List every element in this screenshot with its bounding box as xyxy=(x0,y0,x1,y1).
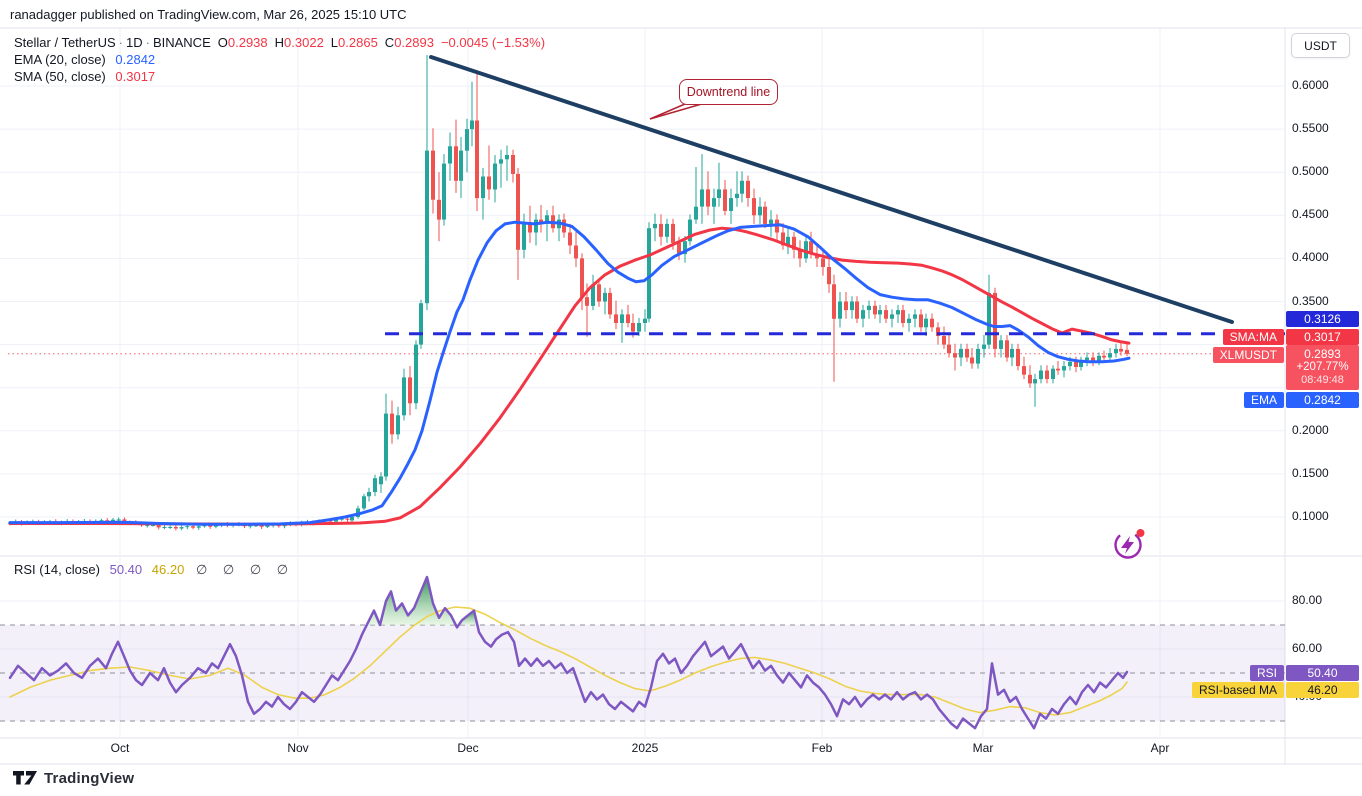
open-value: 0.2938 xyxy=(227,35,268,50)
tradingview-logo[interactable]: TradingView xyxy=(12,769,134,787)
rsi-tick-80.00: 80.00 xyxy=(1292,593,1323,607)
rsi-empty-series-icons: ∅ ∅ ∅ ∅ xyxy=(195,562,295,577)
price-tick-0.5000: 0.5000 xyxy=(1292,164,1329,179)
price-tick-0.3500: 0.3500 xyxy=(1292,293,1329,308)
high-label: H xyxy=(274,35,285,50)
ema-axis-value: 0.2842 xyxy=(1286,392,1359,408)
interval-label: 1D xyxy=(125,35,143,50)
candlesticks xyxy=(8,55,1129,531)
rsi-ma-axis-value: 46.20 xyxy=(1286,682,1359,698)
last-price-axis-label: 0.2893 +207.77% 08:49:48 xyxy=(1286,345,1359,390)
attribution-text: ranadagger published on TradingView.com,… xyxy=(10,7,407,22)
tradingview-logo-icon xyxy=(13,771,37,785)
low-value: 0.2865 xyxy=(338,35,378,50)
time-axis-Mar: Mar xyxy=(972,741,994,755)
resistance-level-label: 0.3126 xyxy=(1286,311,1359,327)
separator-dot: · xyxy=(118,35,123,50)
time-axis-Apr: Apr xyxy=(1150,741,1170,755)
sma-axis-value: 0.3017 xyxy=(1286,329,1359,345)
close-label: C xyxy=(384,35,395,50)
low-label: L xyxy=(330,35,339,50)
close-value: 0.2893 xyxy=(394,35,434,50)
exchange-label: BINANCE xyxy=(152,35,211,50)
ema-axis-tag: EMA xyxy=(1243,392,1284,408)
currency-toggle-button[interactable]: USDT xyxy=(1291,33,1350,58)
rsi-axis-tag: RSI xyxy=(1249,665,1284,681)
rsi-legend: RSI (14, close) 50.40 46.20 ∅ ∅ ∅ ∅ xyxy=(14,562,294,578)
change-value: −0.0045 (−1.53%) xyxy=(440,35,546,50)
live-data-badge[interactable] xyxy=(1111,528,1146,563)
price-tick-0.2000: 0.2000 xyxy=(1292,422,1329,437)
ema-indicator-value: 0.2842 xyxy=(115,52,156,67)
high-value: 0.3022 xyxy=(284,35,324,50)
sma-axis-tag: SMA:MA xyxy=(1222,329,1284,345)
rsi-indicator-label: RSI (14, close) xyxy=(14,562,100,577)
rsi-tick-60.00: 60.00 xyxy=(1292,641,1323,655)
ema-row: EMA (20, close) 0.2842 xyxy=(14,51,545,68)
open-label: O xyxy=(217,35,228,50)
time-axis-Feb: Feb xyxy=(811,741,833,755)
symbol-row: Stellar / TetherUS · 1D · BINANCE O0.2938 H0.3… xyxy=(14,34,545,51)
rsi-indicator-value: 50.40 xyxy=(109,562,143,577)
price-tick-0.4500: 0.4500 xyxy=(1292,207,1329,222)
symbol-axis-tag: XLMUSDT xyxy=(1212,347,1284,363)
symbol-name: Stellar / TetherUS xyxy=(14,35,116,50)
bar-countdown: 08:49:48 xyxy=(1301,374,1344,386)
sma-row: SMA (50, close) 0.3017 xyxy=(14,68,545,85)
separator-dot: · xyxy=(145,35,150,50)
tradingview-logo-text: TradingView xyxy=(44,769,135,787)
last-price-value: 0.2893 xyxy=(1304,347,1341,361)
rsi-ma-indicator-value: 46.20 xyxy=(151,562,185,577)
price-tick-0.5500: 0.5500 xyxy=(1292,121,1329,136)
price-tick-0.4000: 0.4000 xyxy=(1292,250,1329,265)
sma-indicator-label: SMA (50, close) xyxy=(14,69,106,84)
time-axis-Nov: Nov xyxy=(287,741,309,755)
ema-indicator-label: EMA (20, close) xyxy=(14,52,106,67)
time-axis-2025: 2025 xyxy=(631,741,659,755)
last-price-change: +207.77% xyxy=(1296,361,1349,373)
downtrend-annotation[interactable]: Downtrend line xyxy=(679,79,778,105)
time-axis-Dec: Dec xyxy=(457,741,479,755)
price-tick-0.6000: 0.6000 xyxy=(1292,78,1329,92)
sma-indicator-value: 0.3017 xyxy=(115,69,156,84)
rsi-ma-axis-tag: RSI-based MA xyxy=(1191,682,1284,698)
price-tick-0.1500: 0.1500 xyxy=(1292,465,1329,480)
price-tick-0.1000: 0.1000 xyxy=(1292,509,1329,523)
time-axis-Oct: Oct xyxy=(110,741,130,755)
chart-legend: Stellar / TetherUS · 1D · BINANCE O0.2938 H0.3… xyxy=(14,34,545,85)
rsi-axis-value: 50.40 xyxy=(1286,665,1359,681)
